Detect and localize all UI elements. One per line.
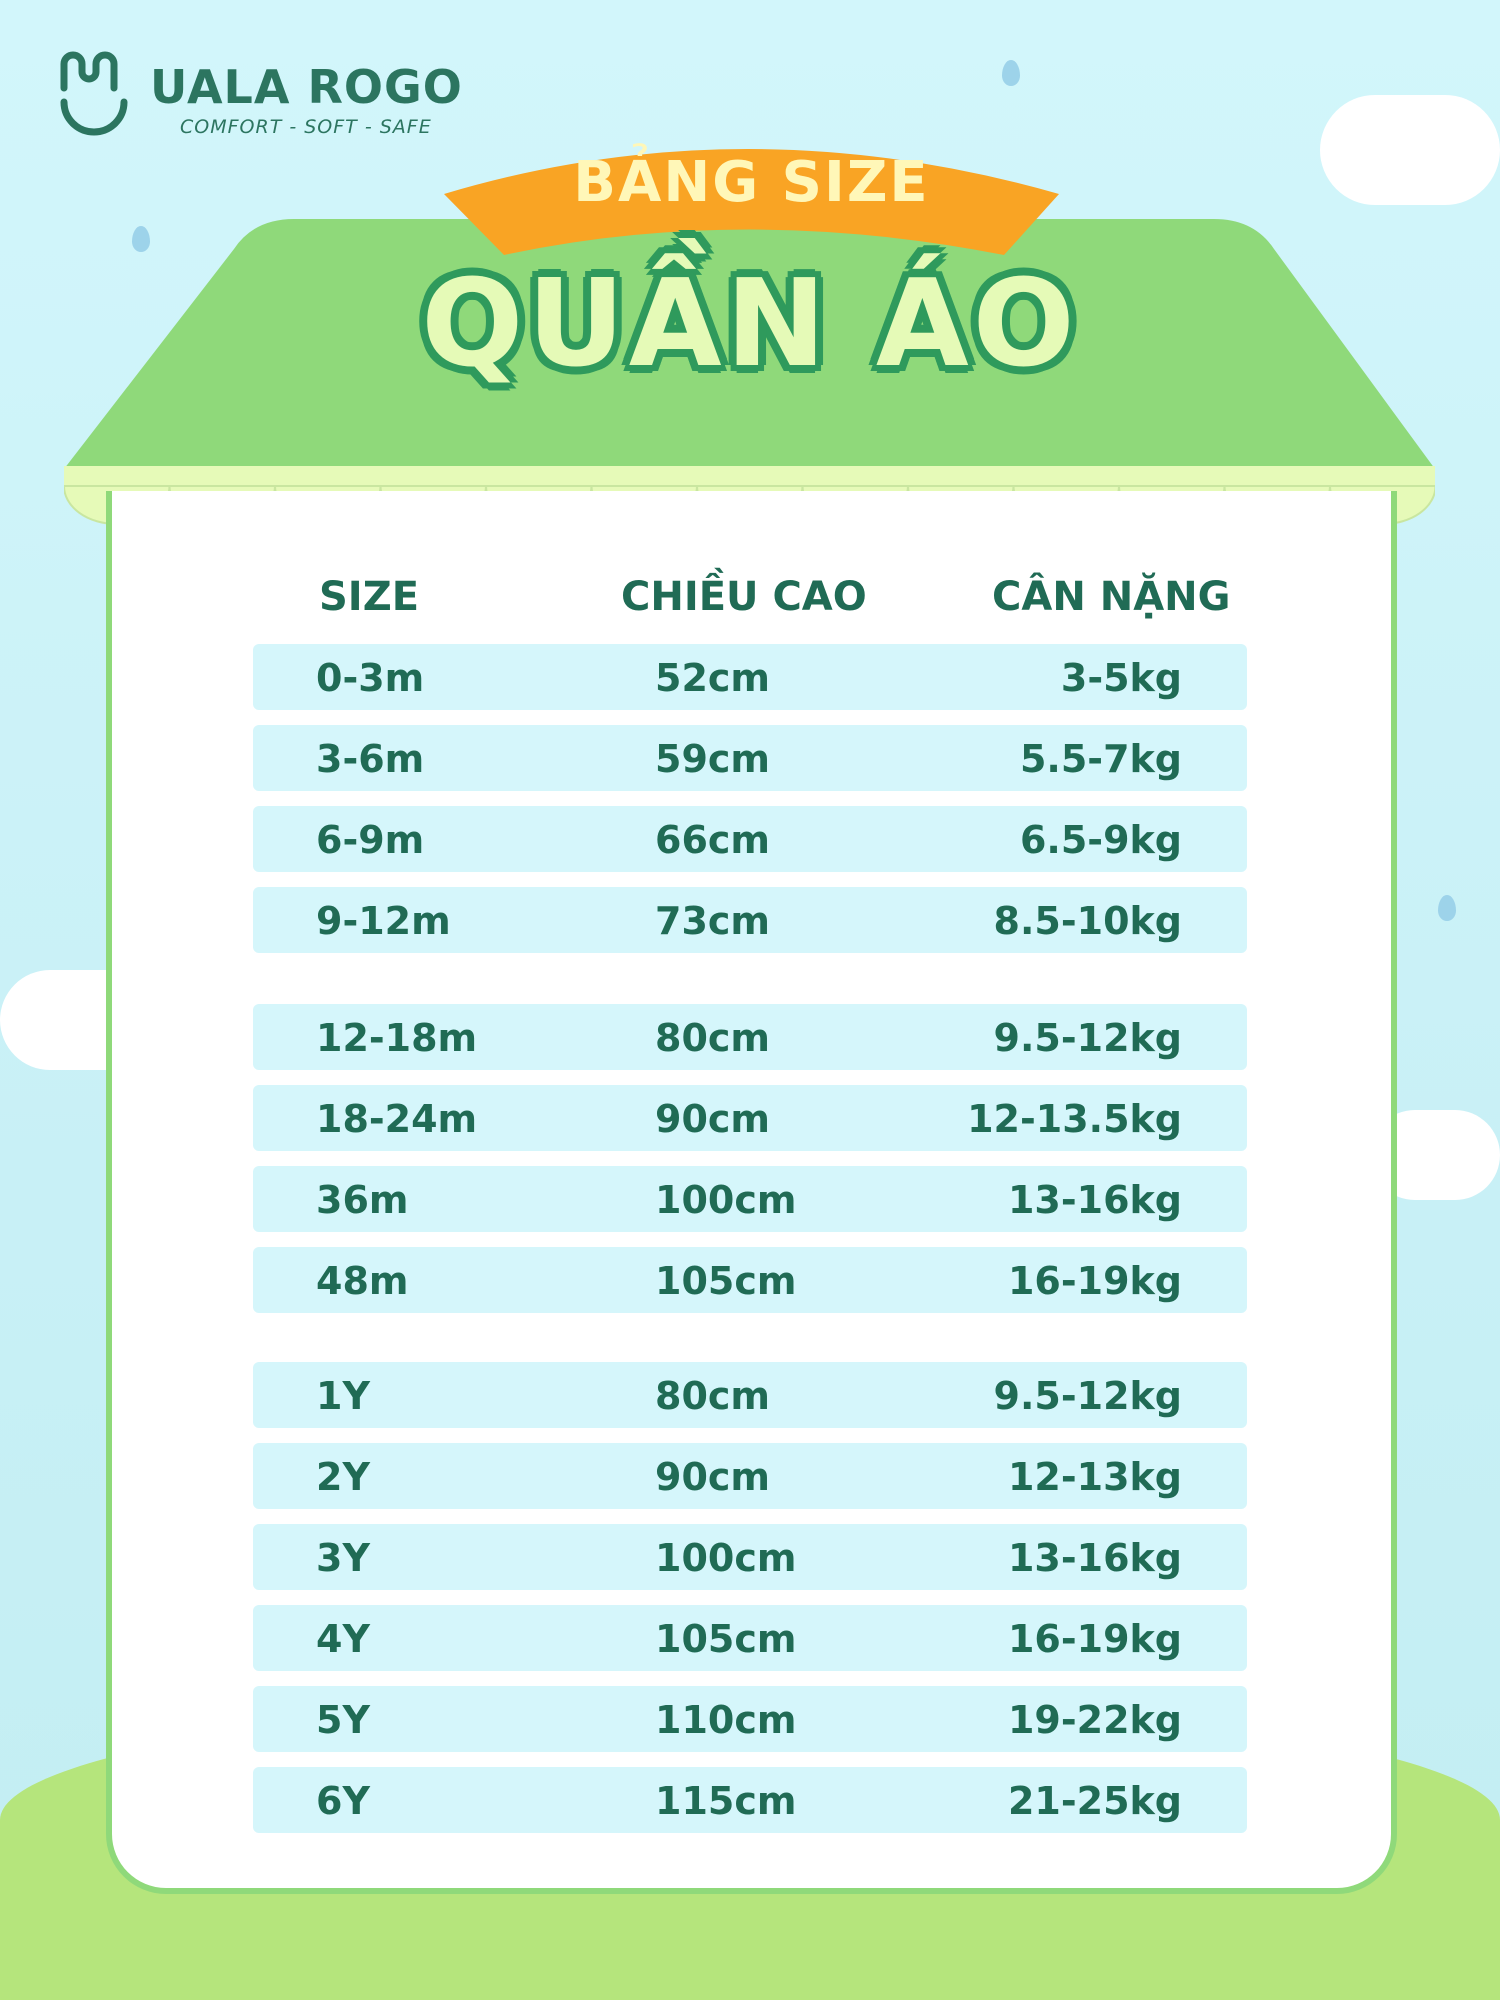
table-row: 6Y 115cm 21-25kg: [253, 1767, 1247, 1833]
cell-height: 100cm: [655, 1536, 797, 1580]
raindrop-icon: [1438, 895, 1456, 921]
cell-weight: 13-16kg: [1007, 1178, 1182, 1222]
table-row: 6-9m 66cm 6.5-9kg: [253, 806, 1247, 872]
cell-height: 52cm: [655, 656, 771, 700]
cell-size: 12-18m: [316, 1016, 478, 1060]
cell-size: 5Y: [316, 1698, 370, 1742]
table-row: 1Y 80cm 9.5-12kg: [253, 1362, 1247, 1428]
cell-height: 73cm: [655, 899, 771, 943]
cell-size: 3Y: [316, 1536, 370, 1580]
cell-size: 18-24m: [316, 1097, 478, 1141]
banner-subtitle: BẢNG SIZE: [573, 150, 930, 215]
cell-size: 36m: [316, 1178, 409, 1222]
cell-size: 4Y: [316, 1617, 370, 1661]
header-height: CHIỀU CAO: [621, 574, 867, 620]
cell-size: 48m: [316, 1259, 409, 1303]
cell-size: 6Y: [316, 1779, 370, 1823]
cell-weight: 5.5-7kg: [1019, 737, 1182, 781]
cell-weight: 12-13kg: [1007, 1455, 1182, 1499]
cell-height: 90cm: [655, 1455, 771, 1499]
cell-height: 105cm: [655, 1259, 797, 1303]
cell-weight: 16-19kg: [1007, 1259, 1182, 1303]
cell-weight: 19-22kg: [1007, 1698, 1182, 1742]
header-size: SIZE: [319, 574, 420, 620]
raindrop-icon: [132, 226, 150, 252]
table-row: 3-6m 59cm 5.5-7kg: [253, 725, 1247, 791]
cell-weight: 12-13.5kg: [967, 1097, 1182, 1141]
cell-size: 3-6m: [316, 737, 425, 781]
cell-height: 110cm: [655, 1698, 797, 1742]
cell-size: 0-3m: [316, 656, 425, 700]
cell-weight: 13-16kg: [1007, 1536, 1182, 1580]
table-row: 5Y 110cm 19-22kg: [253, 1686, 1247, 1752]
cell-height: 80cm: [655, 1016, 771, 1060]
cell-weight: 6.5-9kg: [1019, 818, 1182, 862]
cell-height: 80cm: [655, 1374, 771, 1418]
page-title: QUẦN ÁO: [421, 255, 1079, 394]
cell-height: 90cm: [655, 1097, 771, 1141]
table-row: 36m 100cm 13-16kg: [253, 1166, 1247, 1232]
cell-weight: 16-19kg: [1007, 1617, 1182, 1661]
table-row: 9-12m 73cm 8.5-10kg: [253, 887, 1247, 953]
cell-height: 59cm: [655, 737, 771, 781]
brand-tagline: COMFORT - SOFT - SAFE: [180, 116, 432, 138]
cell-height: 100cm: [655, 1178, 797, 1222]
table-row: 48m 105cm 16-19kg: [253, 1247, 1247, 1313]
cell-size: 9-12m: [316, 899, 451, 943]
cell-height: 115cm: [655, 1779, 797, 1823]
cell-weight: 9.5-12kg: [993, 1016, 1182, 1060]
cell-weight: 21-25kg: [1007, 1779, 1182, 1823]
table-row: 12-18m 80cm 9.5-12kg: [253, 1004, 1247, 1070]
cell-weight: 3-5kg: [1060, 656, 1182, 700]
header-weight: CÂN NẶNG: [992, 574, 1231, 620]
table-row: 3Y 100cm 13-16kg: [253, 1524, 1247, 1590]
cell-height: 66cm: [655, 818, 771, 862]
cloud: [1320, 95, 1500, 205]
roof: [64, 219, 1435, 469]
cell-height: 105cm: [655, 1617, 797, 1661]
cell-size: 2Y: [316, 1455, 370, 1499]
table-row: 4Y 105cm 16-19kg: [253, 1605, 1247, 1671]
raindrop-icon: [1002, 60, 1020, 86]
banner-ribbon: [444, 149, 1059, 255]
table-row: 2Y 90cm 12-13kg: [253, 1443, 1247, 1509]
cell-size: 6-9m: [316, 818, 425, 862]
brand-name: UALA ROGO: [150, 60, 463, 114]
table-row: 0-3m 52cm 3-5kg: [253, 644, 1247, 710]
cell-size: 1Y: [316, 1374, 370, 1418]
logo-icon: [60, 51, 128, 136]
cell-weight: 9.5-12kg: [993, 1374, 1182, 1418]
table-row: 18-24m 90cm 12-13.5kg: [253, 1085, 1247, 1151]
cell-weight: 8.5-10kg: [993, 899, 1182, 943]
